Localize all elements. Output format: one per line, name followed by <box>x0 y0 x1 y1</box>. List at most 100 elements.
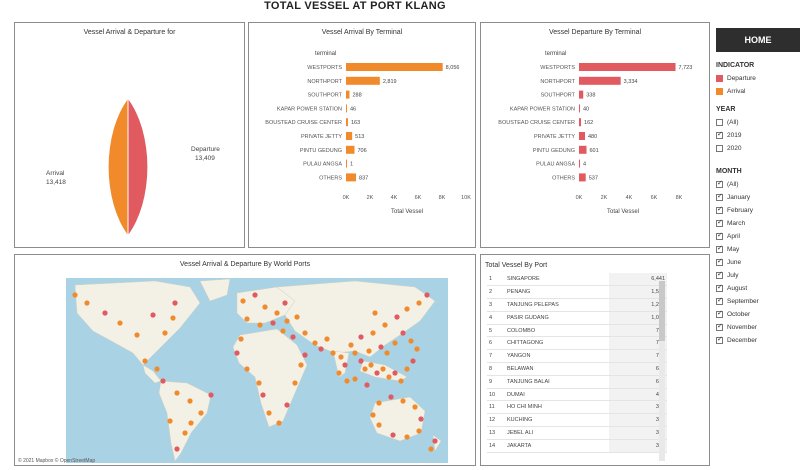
port-marker[interactable] <box>244 316 250 322</box>
port-marker[interactable] <box>256 380 262 386</box>
port-marker[interactable] <box>84 300 90 306</box>
table-row[interactable]: 12KUCHING390 <box>487 413 667 428</box>
port-marker[interactable] <box>284 402 290 408</box>
port-marker[interactable] <box>374 370 380 376</box>
port-marker[interactable] <box>292 380 298 386</box>
port-marker[interactable] <box>172 300 178 306</box>
port-marker[interactable] <box>294 314 300 320</box>
port-marker[interactable] <box>384 350 390 356</box>
month-option[interactable]: November <box>716 321 759 334</box>
departure-bar[interactable] <box>579 76 621 85</box>
port-marker[interactable] <box>142 358 148 364</box>
checkbox[interactable] <box>716 130 723 139</box>
table-row[interactable]: 1 SINGAPORE 6,441 <box>487 273 667 287</box>
table-row[interactable]: 14JAKARTA351 <box>487 439 667 453</box>
checkbox[interactable] <box>716 257 723 266</box>
pie-slice-arrival[interactable] <box>108 99 128 235</box>
port-marker[interactable] <box>388 394 394 400</box>
departure-bar[interactable] <box>579 145 587 154</box>
checkbox[interactable] <box>716 119 723 126</box>
arrival-bar[interactable] <box>346 159 347 168</box>
port-marker[interactable] <box>362 366 368 372</box>
port-marker[interactable] <box>302 330 308 336</box>
port-marker[interactable] <box>198 410 204 416</box>
port-marker[interactable] <box>386 374 392 380</box>
port-marker[interactable] <box>312 340 318 346</box>
checkbox[interactable] <box>716 145 723 152</box>
port-marker[interactable] <box>352 350 358 356</box>
departure-bar[interactable] <box>579 132 585 140</box>
home-button[interactable]: HOME <box>716 28 800 52</box>
port-marker[interactable] <box>238 336 244 342</box>
year-option[interactable]: 2019 <box>716 129 741 142</box>
checkbox[interactable] <box>716 205 723 214</box>
port-marker[interactable] <box>170 315 176 321</box>
departure-bar[interactable] <box>579 104 580 113</box>
arrival-bar[interactable] <box>346 173 357 182</box>
checkbox[interactable] <box>716 309 723 318</box>
port-marker[interactable] <box>244 366 250 372</box>
port-marker[interactable] <box>412 404 418 410</box>
port-marker[interactable] <box>266 410 272 416</box>
table-row[interactable]: 2PENANG1,559 <box>487 285 667 300</box>
port-marker[interactable] <box>338 354 344 360</box>
port-marker[interactable] <box>234 350 240 356</box>
port-marker[interactable] <box>380 366 386 372</box>
port-marker[interactable] <box>398 378 404 384</box>
port-marker[interactable] <box>182 430 188 436</box>
port-marker[interactable] <box>318 346 324 352</box>
port-marker[interactable] <box>276 420 282 426</box>
port-marker[interactable] <box>284 318 290 324</box>
port-marker[interactable] <box>280 328 286 334</box>
port-marker[interactable] <box>432 438 438 444</box>
port-marker[interactable] <box>260 392 266 398</box>
checkbox[interactable] <box>716 179 723 188</box>
world-map[interactable]: © 2021 Mapbox © OpenStreetMap <box>15 273 475 466</box>
month-option[interactable]: August <box>716 282 759 295</box>
legend-item-departure[interactable]: Departure <box>716 72 756 85</box>
port-marker[interactable] <box>174 390 180 396</box>
table-row[interactable]: 5COLOMBO786 <box>487 324 667 338</box>
arrival-bar[interactable] <box>346 76 380 85</box>
port-marker[interactable] <box>418 416 424 422</box>
month-option[interactable]: February <box>716 204 759 217</box>
month-option[interactable]: April <box>716 230 759 243</box>
month-option[interactable]: May <box>716 243 759 256</box>
port-marker[interactable] <box>102 310 108 316</box>
month-option[interactable]: July <box>716 269 759 282</box>
pie-slice-departure[interactable] <box>128 99 148 235</box>
port-marker[interactable] <box>167 418 173 424</box>
port-marker[interactable] <box>330 350 336 356</box>
port-marker[interactable] <box>252 292 258 298</box>
departure-bar[interactable] <box>579 63 676 71</box>
checkbox[interactable] <box>716 192 723 201</box>
port-marker[interactable] <box>282 300 288 306</box>
port-marker[interactable] <box>342 362 348 368</box>
port-marker[interactable] <box>376 422 382 428</box>
departure-bar[interactable] <box>579 173 586 182</box>
port-marker[interactable] <box>160 378 166 384</box>
port-marker[interactable] <box>376 400 382 406</box>
port-marker[interactable] <box>188 420 194 426</box>
port-marker[interactable] <box>372 310 378 316</box>
checkbox[interactable] <box>716 231 723 240</box>
departure-bar[interactable] <box>579 118 582 127</box>
port-marker[interactable] <box>324 336 330 342</box>
port-marker[interactable] <box>424 292 430 298</box>
port-marker[interactable] <box>378 344 384 350</box>
port-marker[interactable] <box>416 428 422 434</box>
checkbox[interactable] <box>716 322 723 331</box>
legend-item-arrival[interactable]: Arrival <box>716 85 756 98</box>
port-marker[interactable] <box>404 366 410 372</box>
port-marker[interactable] <box>364 382 370 388</box>
checkbox[interactable] <box>716 244 723 253</box>
month-option[interactable]: (All) <box>716 178 759 191</box>
port-marker[interactable] <box>154 366 160 372</box>
port-marker[interactable] <box>348 342 354 348</box>
port-marker[interactable] <box>394 314 400 320</box>
